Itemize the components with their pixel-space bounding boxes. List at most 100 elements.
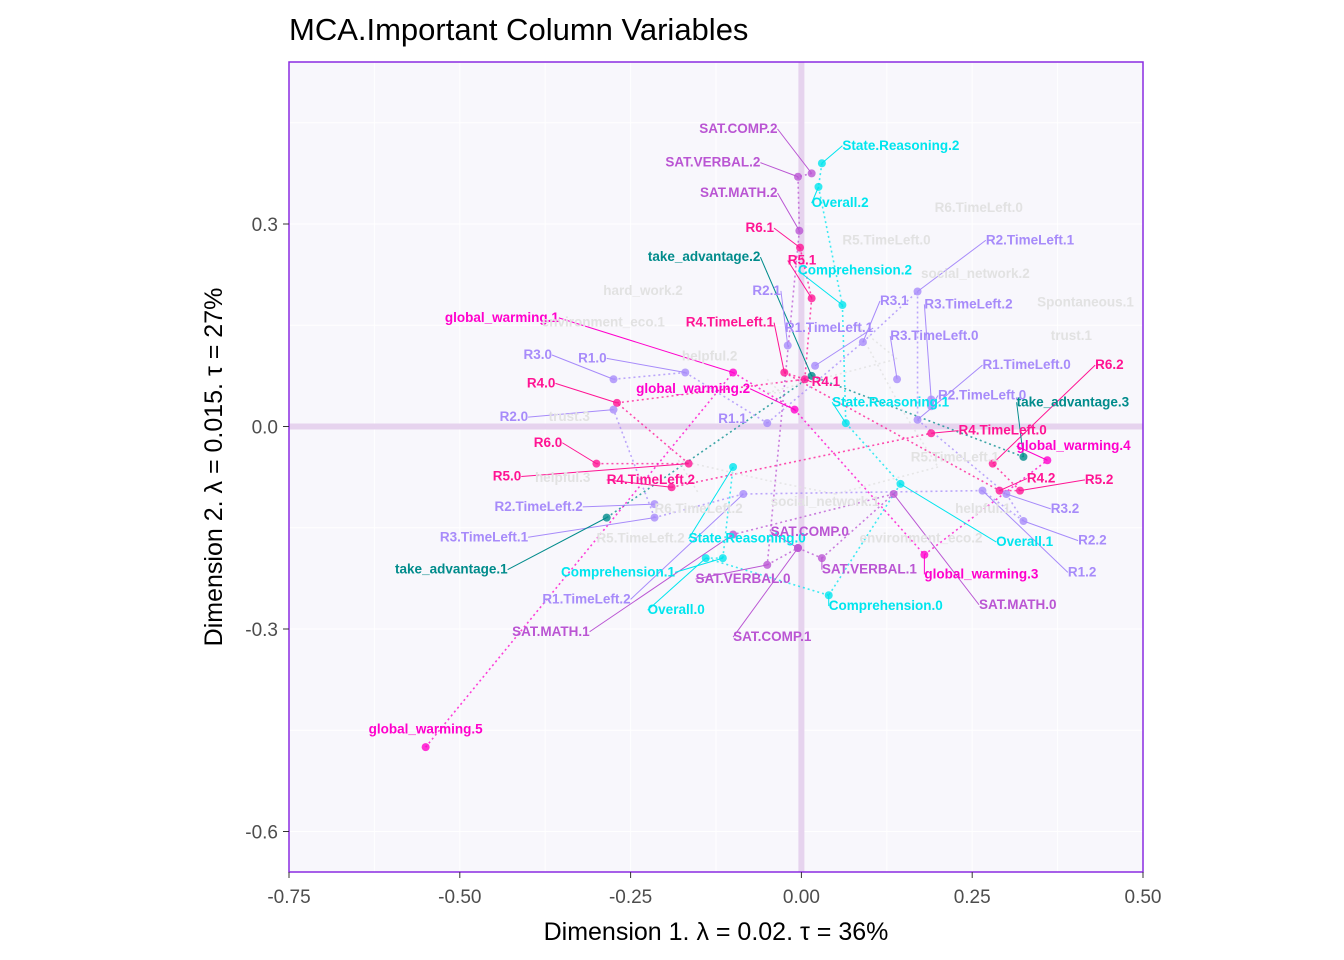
label-State.Reasoning.2: State.Reasoning.2 xyxy=(842,138,959,153)
label-Comprehension.1: Comprehension.1 xyxy=(561,564,676,579)
leader-line xyxy=(528,409,614,418)
point-SAT.MATH.1 xyxy=(729,530,738,539)
point-R1.1 xyxy=(763,419,772,428)
label-Comprehension.0: Comprehension.0 xyxy=(829,598,943,613)
label-global_warming.4: global_warming.4 xyxy=(1017,438,1132,453)
label-trust.3: trust.3 xyxy=(549,409,591,424)
point-Overall.2 xyxy=(814,182,823,191)
link-sat xyxy=(797,176,801,231)
link-state xyxy=(817,163,823,187)
label-Comprehension.2: Comprehension.2 xyxy=(798,263,912,278)
leader-line xyxy=(923,304,932,400)
label-R2.TimeLeft.0: R2.TimeLeft.0 xyxy=(938,388,1026,403)
leader-line xyxy=(831,401,847,424)
leader-line xyxy=(777,128,813,174)
label-SAT.COMP.2: SAT.COMP.2 xyxy=(699,121,777,136)
leader-line xyxy=(606,479,672,488)
point-Comprehension.1 xyxy=(718,554,727,563)
point-R2.TimeLeft.0 xyxy=(927,402,936,411)
point-global_warming.1 xyxy=(729,368,738,377)
x-tick-label: -0.75 xyxy=(267,887,310,908)
label-R2.TimeLeft.2: R2.TimeLeft.2 xyxy=(494,499,582,514)
link-warming xyxy=(992,463,1021,492)
leader-line xyxy=(773,322,785,373)
point-SAT.COMP.2 xyxy=(807,169,816,178)
leader-line xyxy=(606,357,686,373)
point-global_warming.4 xyxy=(1043,456,1052,465)
point-SAT.VERBAL.1 xyxy=(817,554,826,563)
leader-line xyxy=(558,317,734,373)
link-timeleft xyxy=(766,341,864,424)
label-helpful.2: helpful.2 xyxy=(682,348,738,363)
leader-line xyxy=(773,227,801,249)
leader-line xyxy=(507,517,607,571)
label-SAT.VERBAL.1: SAT.VERBAL.1 xyxy=(822,562,918,577)
label-R5.TimeLeft.0: R5.TimeLeft.0 xyxy=(842,232,930,247)
label-social_network.2: social_network.2 xyxy=(921,266,1030,281)
leader-line xyxy=(917,239,987,292)
link-faded xyxy=(767,479,836,495)
point-R2.0 xyxy=(609,405,618,414)
label-leaders xyxy=(507,128,1096,638)
label-environment_eco.1: environment_eco.1 xyxy=(542,315,666,330)
x-axis-ticks: -0.75 -0.50 -0.25 0.00 0.25 0.50 xyxy=(267,872,1161,908)
label-R1.0: R1.0 xyxy=(578,350,607,365)
label-take_advantage.3: take_advantage.3 xyxy=(1017,394,1130,409)
point-R3.TimeLeft.2 xyxy=(927,395,936,404)
leader-line xyxy=(695,564,768,580)
leader-line xyxy=(589,534,734,633)
point-R1.0 xyxy=(681,368,690,377)
link-state xyxy=(828,483,902,596)
label-global_warming.1: global_warming.1 xyxy=(445,310,560,325)
link-state xyxy=(705,557,829,597)
link-timeleft xyxy=(1005,493,1025,522)
y-tick-label: 0.3 xyxy=(252,215,278,236)
point-R3.TimeLeft.1 xyxy=(650,513,659,522)
point-R6.1 xyxy=(796,243,805,252)
label-R2.1: R2.1 xyxy=(752,283,781,298)
label-Overall.0: Overall.0 xyxy=(648,602,705,617)
point-State.Reasoning.0 xyxy=(729,463,738,471)
leader-line xyxy=(777,192,800,232)
label-R4.0: R4.0 xyxy=(527,375,556,390)
link-state xyxy=(845,422,902,485)
label-R1.TimeLeft.1: R1.TimeLeft.1 xyxy=(785,320,874,335)
point-R4.1 xyxy=(800,375,809,384)
leader-line xyxy=(760,162,799,178)
label-R2.0: R2.0 xyxy=(500,409,529,424)
leader-line xyxy=(780,290,789,346)
link-sat xyxy=(766,547,799,566)
link-timeleft xyxy=(917,419,1007,495)
link-timeleft xyxy=(613,371,686,381)
point-R4.TimeLeft.2 xyxy=(667,483,676,492)
point-R1.2 xyxy=(978,486,987,495)
label-helpful.3: helpful.3 xyxy=(535,470,591,485)
y-tick-label: 0.0 xyxy=(252,418,278,439)
leader-line xyxy=(1006,493,1051,510)
data-points xyxy=(421,159,1052,752)
label-R6.TimeLeft.0: R6.TimeLeft.0 xyxy=(935,200,1023,215)
x-tick-label: -0.50 xyxy=(438,887,481,908)
link-faded xyxy=(677,459,700,495)
point-R2.2 xyxy=(1019,517,1028,525)
point-Overall.1 xyxy=(896,479,905,488)
leader-line xyxy=(749,388,795,411)
link-timeleft xyxy=(654,493,744,519)
label-R4.1: R4.1 xyxy=(812,374,841,389)
label-global_warming.5: global_warming.5 xyxy=(369,722,484,737)
label-SAT.COMP.0: SAT.COMP.0 xyxy=(771,524,849,539)
leader-line xyxy=(821,145,843,164)
y-tick-label: -0.6 xyxy=(245,823,278,844)
leader-line xyxy=(555,382,618,404)
label-SAT.MATH.0: SAT.MATH.0 xyxy=(979,597,1057,612)
link-timeleft xyxy=(612,409,656,518)
y-axis-ticks: 0.3 0.0 -0.3 -0.6 xyxy=(245,215,289,844)
leader-line xyxy=(770,531,799,549)
leader-line xyxy=(982,490,1069,573)
label-environment_eco.2: environment_eco.2 xyxy=(859,531,982,546)
leader-line xyxy=(1016,445,1048,461)
label-R3.0: R3.0 xyxy=(524,347,553,362)
point-R2.TimeLeft.2 xyxy=(650,500,659,509)
label-State.Reasoning.0: State.Reasoning.0 xyxy=(689,531,806,546)
